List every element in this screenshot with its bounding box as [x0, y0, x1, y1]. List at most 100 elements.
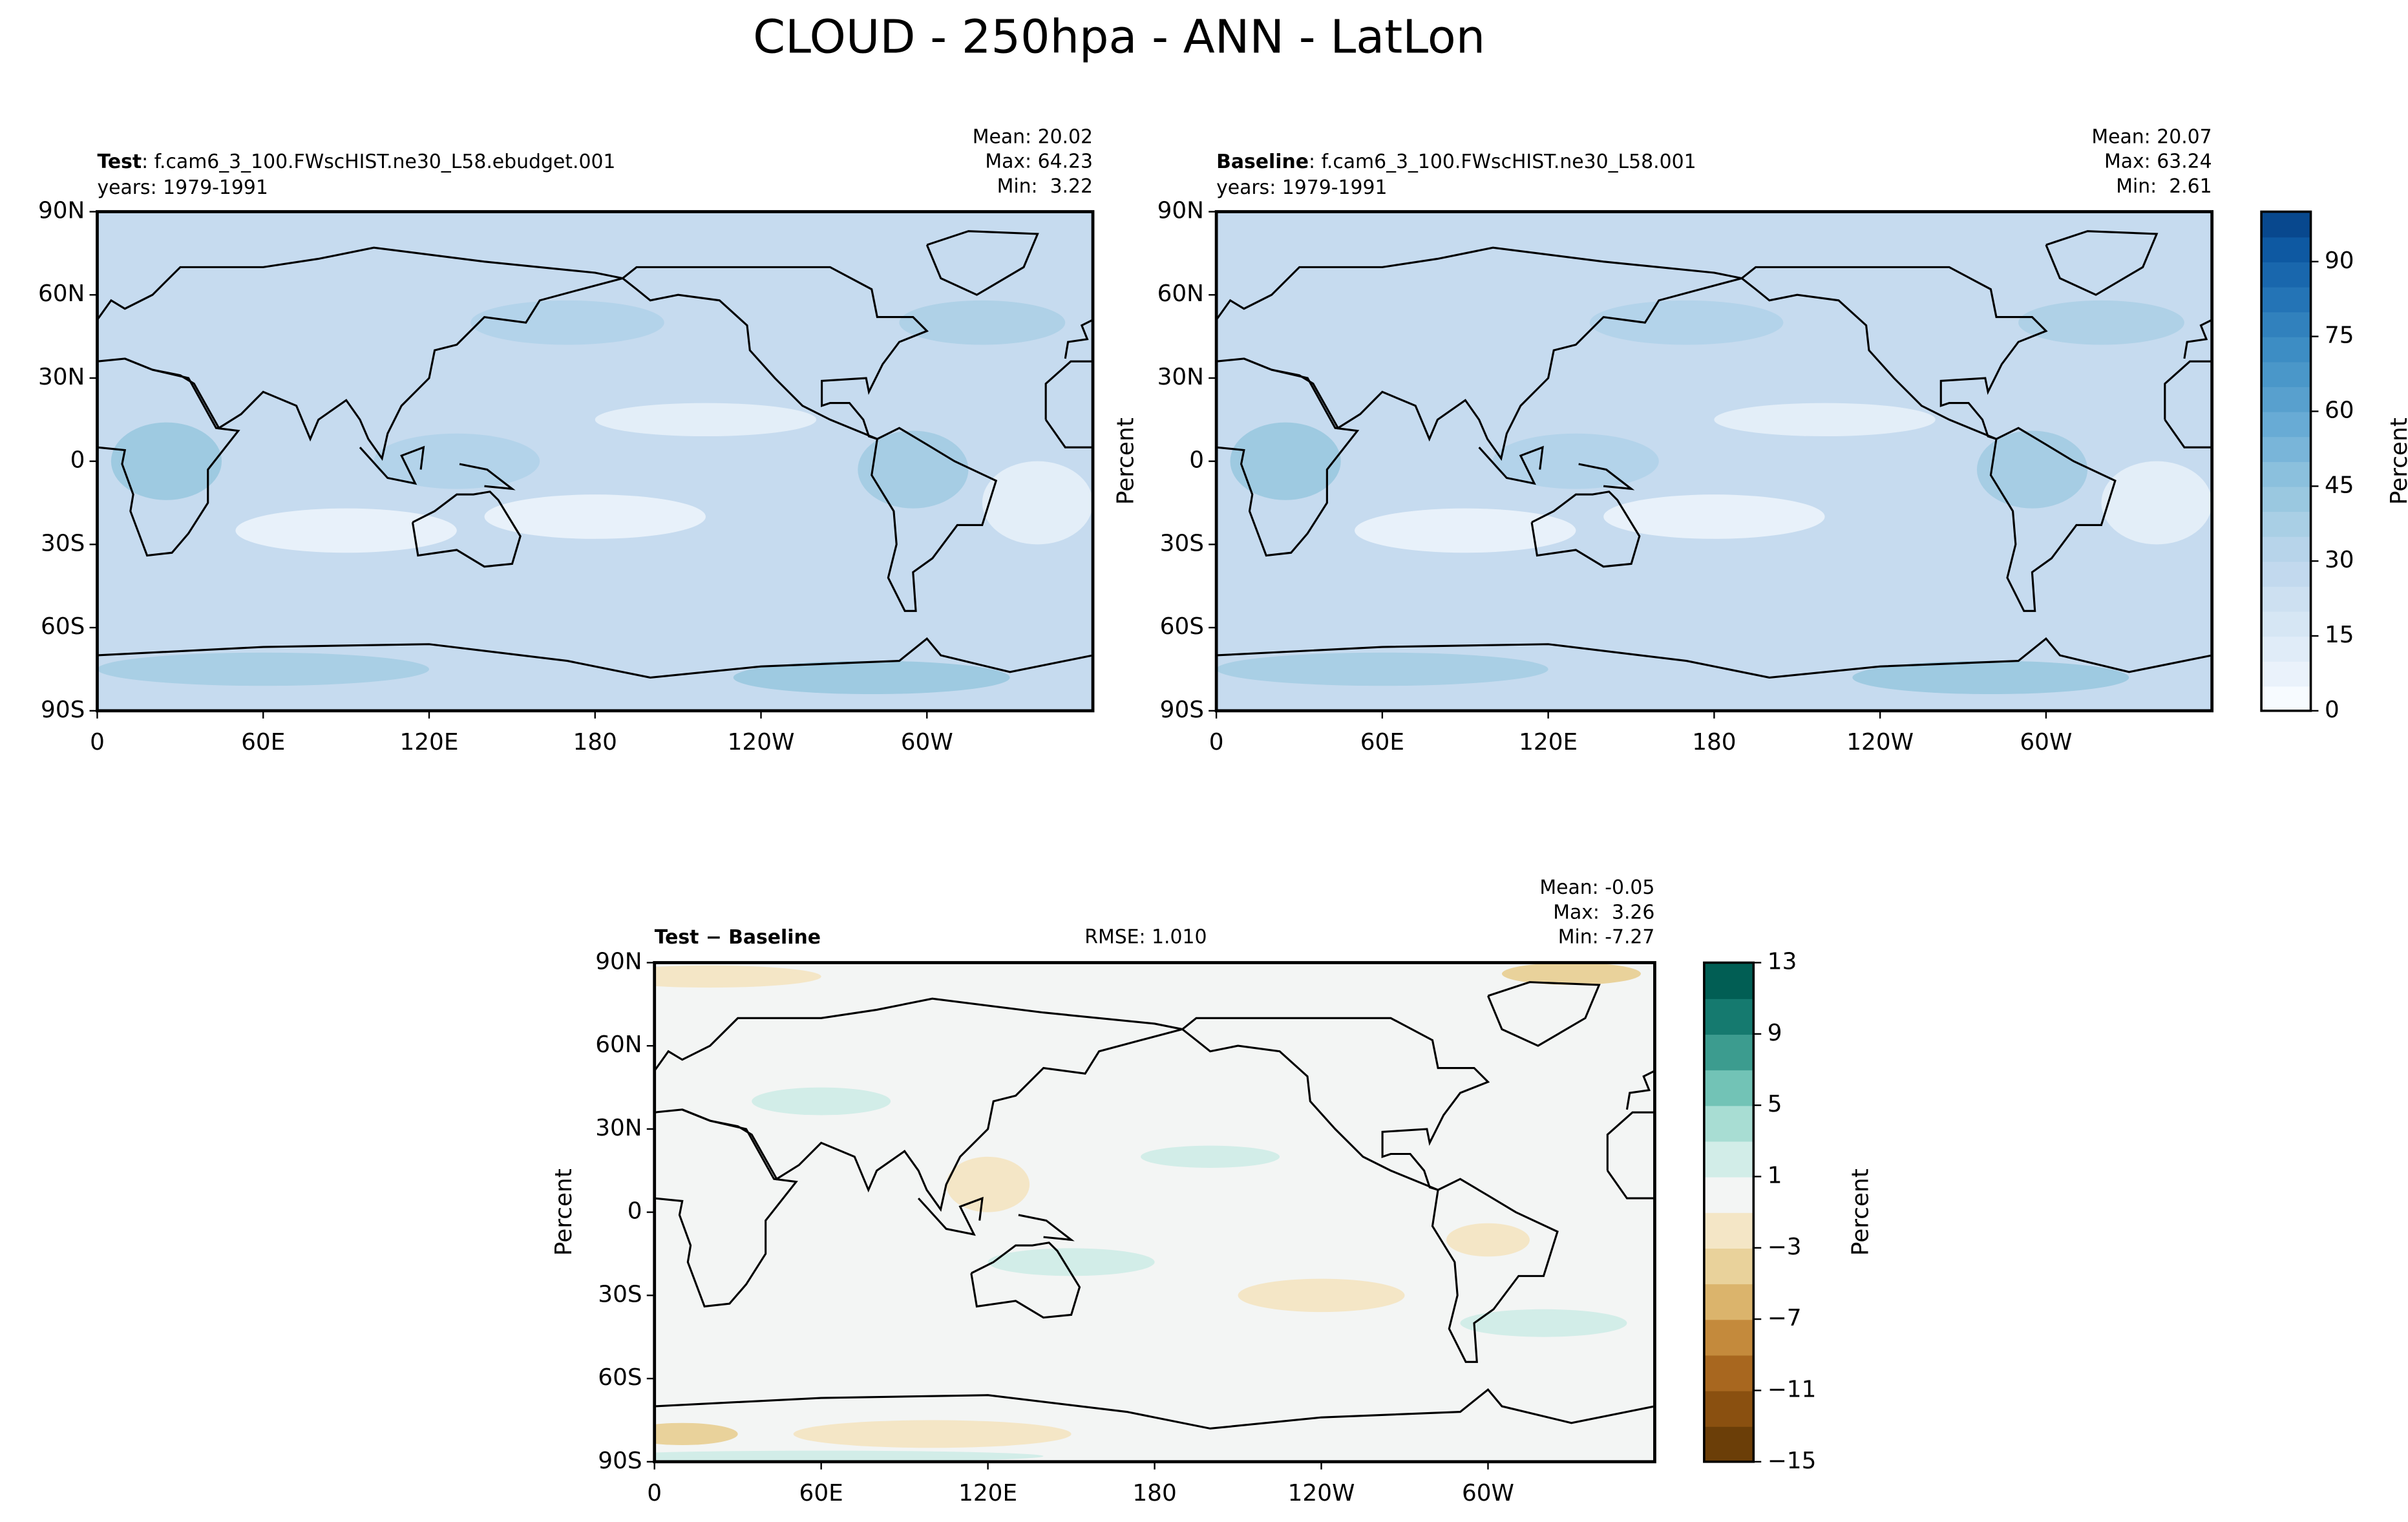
colorbar-segment [2261, 561, 2311, 587]
panel-stat: Max: 3.26 [1553, 901, 1654, 924]
coastline [1064, 319, 1093, 359]
contour-region [1238, 1278, 1405, 1313]
lat-tick-label: 60N [1157, 280, 1204, 307]
lon-tick-label: 120W [1846, 729, 1914, 756]
contour-region [654, 965, 821, 988]
lon-tick-label: 60W [901, 729, 953, 756]
contour-region [654, 1422, 738, 1446]
lat-tick-label: 30S [598, 1281, 642, 1307]
colorbar-segment [1704, 1390, 1754, 1427]
lat-tick-label: 30S [1160, 530, 1204, 556]
contour-region [1976, 430, 2088, 509]
colorbar-segment [1704, 1069, 1754, 1106]
lon-tick-label: 120E [1519, 729, 1578, 756]
map [97, 211, 1093, 711]
coastline [1431, 1178, 1559, 1363]
colorbar-segment [2261, 386, 2311, 412]
coastline [1741, 266, 2048, 440]
colorbar-segment [2261, 486, 2311, 513]
colorbar-segment [2261, 436, 2311, 462]
coastline [1478, 445, 1544, 485]
colorbar-segment [1704, 962, 1754, 999]
colorbar-tick-label: 30 [2325, 547, 2354, 573]
lon-tick-label: 0 [90, 729, 105, 756]
colorbar-segment [2261, 586, 2311, 612]
panel-case: : f.cam6_3_100.FWscHIST.ne30_L58.001 [1309, 151, 1696, 173]
coastline [1487, 981, 1601, 1047]
contour-region [1501, 962, 1641, 985]
coastline [1530, 491, 1641, 568]
colorbar-tick-label: 90 [2325, 248, 2354, 274]
colorbar-tick-label: −7 [1768, 1305, 1802, 1331]
coastline [917, 1196, 984, 1236]
contour-region [1141, 1145, 1280, 1168]
contour-region [1230, 422, 1341, 500]
panel-label: Test: f.cam6_3_100.FWscHIST.ne30_L58.ebu… [97, 151, 615, 173]
lat-tick-label: 90S [1160, 697, 1204, 723]
lon-tick-label: 0 [647, 1480, 662, 1506]
contour-region [1446, 1223, 1530, 1257]
contour-region [2018, 300, 2184, 345]
colorbar-tick-label: 5 [1768, 1091, 1782, 1117]
contour-region [2101, 461, 2212, 545]
map [1216, 211, 2212, 711]
colorbar-tick-label: −11 [1768, 1376, 1817, 1402]
lon-tick-label: 120E [399, 729, 458, 756]
panel-stat: Mean: -0.05 [1539, 876, 1654, 899]
coastline [970, 1242, 1081, 1319]
contour-region [1493, 433, 1659, 489]
panel-name: Test − Baseline [655, 926, 821, 949]
colorbar-frame [1703, 961, 1755, 1463]
lat-tick-label: 90N [38, 198, 85, 224]
y-axis-label: Percent [1113, 417, 1139, 505]
coastline [359, 445, 425, 485]
contour-region [752, 1087, 891, 1115]
coastline [1018, 1214, 1075, 1242]
colorbar-tick-label: 15 [2325, 622, 2354, 648]
coastline [925, 230, 1039, 296]
colorbar-segment [2261, 536, 2311, 562]
colorbar-tick-label: 13 [1768, 948, 1797, 975]
coastline [97, 246, 623, 461]
colorbar-tick-label: 0 [2325, 697, 2339, 723]
contour-region [1603, 494, 1825, 539]
coastline [654, 997, 1183, 1212]
coastline [97, 637, 1093, 679]
contour-region [235, 508, 457, 553]
coastline [459, 463, 516, 491]
lat-tick-label: 90S [598, 1448, 642, 1474]
colorbar-frame [2260, 210, 2312, 712]
map [654, 962, 1655, 1462]
lat-tick-label: 90S [41, 697, 85, 723]
coastline [1606, 1111, 1655, 1200]
coastline [2045, 230, 2159, 296]
lat-tick-label: 30N [595, 1115, 642, 1141]
colorbar-segment [1704, 998, 1754, 1035]
colorbar-segment [2261, 461, 2311, 487]
map-background [654, 962, 1655, 1462]
coastline [622, 266, 929, 440]
lon-tick-label: 60E [1360, 729, 1404, 756]
colorbar-segment [2261, 311, 2311, 337]
lat-tick-label: 60S [41, 613, 85, 640]
contour-region [1589, 300, 1784, 345]
contour-region [982, 461, 1093, 545]
panel-name: Baseline [1216, 151, 1309, 173]
contour-region [374, 433, 540, 489]
colorbar-segment [2261, 511, 2311, 537]
colorbar-segment [1704, 1247, 1754, 1285]
panel-stat: Max: 64.23 [985, 151, 1093, 173]
panel-rmse: RMSE: 1.010 [1084, 926, 1207, 949]
colorbar-segment [1704, 1105, 1754, 1142]
contour-region [484, 494, 706, 539]
coastline [654, 1388, 1655, 1430]
contour-region [1460, 1309, 1627, 1337]
colorbar-segment [2261, 286, 2311, 313]
coastline [2183, 319, 2212, 359]
lon-tick-label: 120W [1288, 1480, 1355, 1506]
lon-tick-label: 60E [241, 729, 285, 756]
colorbar-segment [1704, 1283, 1754, 1320]
lat-tick-label: 90N [595, 948, 642, 975]
